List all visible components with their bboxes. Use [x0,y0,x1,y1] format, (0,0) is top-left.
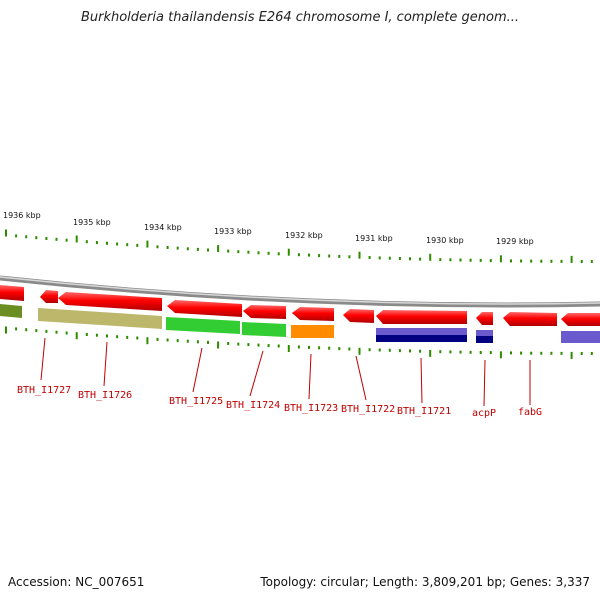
scale-label-1936: 1936 kbp [3,211,41,220]
gene-label-fabG[interactable]: fabG [518,407,542,418]
gene-arrow-BTH_I1722[interactable] [343,309,374,323]
scale-label-1930: 1930 kbp [426,236,464,245]
gene-arrow-BTH_I1726[interactable] [58,292,162,311]
map-title: Burkholderia thailandensis E264 chromoso… [80,10,520,25]
scale-label-1935: 1935 kbp [73,218,111,227]
gene-arrows [0,285,600,326]
gene-label-BTH_I1721[interactable]: BTH_I1721 [397,406,451,417]
chromosome-backbone [0,275,600,308]
gene-label-acpP[interactable]: acpP [472,408,496,419]
gene-arrow-BTH_I1724[interactable] [243,305,286,319]
cog-bar-BTH_I1723 [291,325,334,338]
gene-arrow-right-edge[interactable] [561,313,600,326]
gene-label-BTH_I1727[interactable]: BTH_I1727 [17,385,71,396]
leader-acpP [483,359,486,407]
genome-summary-text: Topology: circular; Length: 3,809,201 bp… [260,575,590,589]
outer-scale-ticks [5,229,593,263]
cog-bar-right-edge [561,331,600,343]
gene-arrow-BTH_I1725[interactable] [167,300,242,317]
gene-label-BTH_I1724[interactable]: BTH_I1724 [226,400,280,411]
gene-label-BTH_I1725[interactable]: BTH_I1725 [169,396,223,407]
scale-labels: 1936 kbp 1935 kbp 1934 kbp 1933 kbp 1932… [3,211,534,246]
leader-BTH_I1721 [420,357,423,404]
scale-label-1932: 1932 kbp [285,231,323,240]
cog-bar-left-olive [0,304,22,318]
cog-bar-acpP-b [476,336,493,343]
gene-arrow-left-edge[interactable] [0,285,24,301]
gene-label-BTH_I1726[interactable]: BTH_I1726 [78,390,132,401]
leader-BTH_I1724 [249,350,264,397]
leader-BTH_I1725 [192,347,203,393]
scale-label-1931: 1931 kbp [355,234,393,243]
cog-bars [0,304,600,343]
chromosome-backbone-highlight [0,276,600,305]
gene-arrow-BTH_I1723[interactable] [292,307,334,321]
accession-text: Accession: NC_007651 [8,575,145,589]
gene-label-BTH_I1722[interactable]: BTH_I1722 [341,404,395,415]
scale-label-1933: 1933 kbp [214,227,252,236]
label-leaders [40,337,531,407]
gene-arrow-fabG[interactable] [503,312,557,326]
leader-BTH_I1727 [40,337,46,381]
inner-scale-ticks [5,326,593,359]
leader-BTH_I1723 [308,353,312,400]
gene-arrow-acpP[interactable] [476,312,493,325]
leader-BTH_I1726 [103,341,108,387]
scale-label-1929: 1929 kbp [496,237,534,246]
gene-label-BTH_I1723[interactable]: BTH_I1723 [284,403,338,414]
scale-label-1934: 1934 kbp [144,223,182,232]
gene-arrow-BTH_I1721[interactable] [376,310,467,324]
cog-bar-BTH_I1726 [38,308,162,329]
cog-bar-BTH_I1724 [242,322,286,337]
cog-bar-acpP-a [476,330,493,336]
leader-BTH_I1722 [355,355,367,401]
cog-bar-BTH_I1721-b [376,335,467,342]
gene-labels: BTH_I1727 BTH_I1726 BTH_I1725 BTH_I1724 … [17,385,542,419]
cog-bar-BTH_I1725 [166,317,240,334]
gene-arrow-BTH_I1727[interactable] [40,290,58,303]
cog-bar-BTH_I1721-a [376,328,467,335]
